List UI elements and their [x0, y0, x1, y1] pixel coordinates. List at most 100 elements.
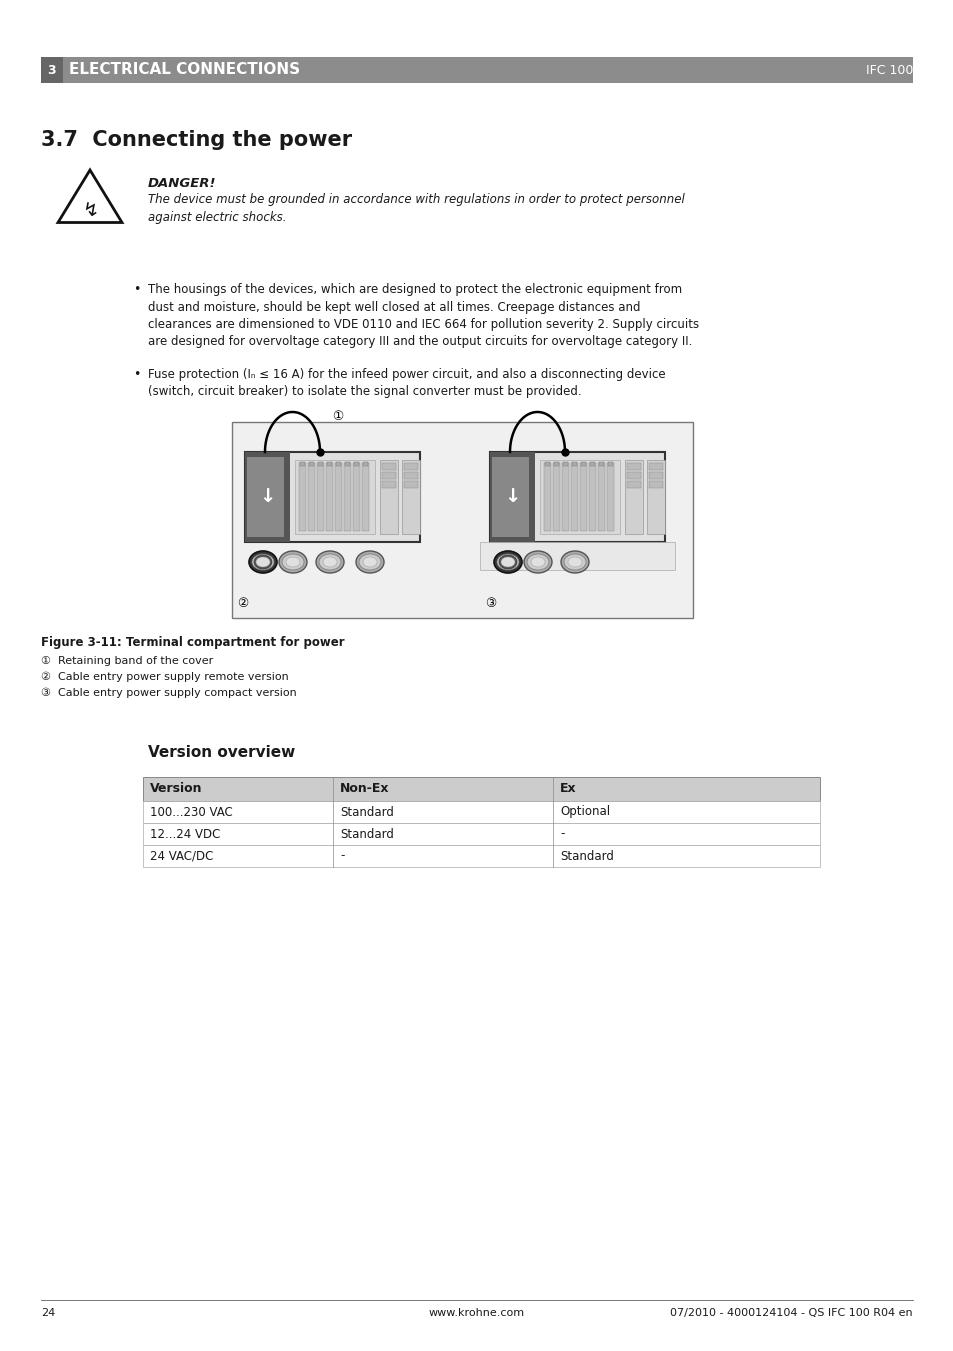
Ellipse shape — [500, 557, 515, 567]
Bar — [401, 459, 419, 534]
Ellipse shape — [282, 554, 304, 570]
Text: www.krohne.com: www.krohne.com — [429, 1308, 524, 1319]
Text: Standard: Standard — [339, 805, 394, 819]
Bar — [381, 471, 395, 480]
Bar — [588, 463, 596, 531]
Ellipse shape — [315, 551, 344, 573]
Bar — [381, 463, 395, 470]
Text: The housings of the devices, which are designed to protect the electronic equipm: The housings of the devices, which are d… — [148, 282, 699, 349]
Bar — [598, 462, 603, 466]
Bar — [245, 453, 290, 542]
Text: •: • — [132, 282, 140, 296]
Bar — [554, 462, 558, 466]
Bar — [648, 471, 662, 480]
Bar — [317, 462, 323, 466]
Bar — [298, 463, 306, 531]
Bar — [580, 462, 585, 466]
Ellipse shape — [363, 557, 376, 567]
Bar — [143, 823, 820, 844]
Text: 12...24 VDC: 12...24 VDC — [150, 828, 220, 840]
Text: ①: ① — [332, 411, 343, 423]
Bar — [363, 462, 368, 466]
Bar — [335, 463, 341, 531]
Text: ↓: ↓ — [259, 488, 275, 507]
Bar — [624, 459, 642, 534]
Bar — [309, 462, 314, 466]
Text: The device must be grounded in accordance with regulations in order to protect p: The device must be grounded in accordanc… — [148, 193, 684, 223]
Bar — [403, 471, 417, 480]
Bar — [345, 462, 350, 466]
Text: ③  Cable entry power supply compact version: ③ Cable entry power supply compact versi… — [41, 688, 296, 698]
Ellipse shape — [358, 554, 380, 570]
Ellipse shape — [523, 551, 552, 573]
Ellipse shape — [249, 551, 276, 573]
Ellipse shape — [286, 557, 299, 567]
Text: Fuse protection (Iₙ ≤ 16 A) for the infeed power circuit, and also a disconnecti: Fuse protection (Iₙ ≤ 16 A) for the infe… — [148, 367, 665, 399]
Text: ↯: ↯ — [82, 200, 98, 219]
Ellipse shape — [252, 554, 274, 570]
Bar — [553, 463, 559, 531]
Bar — [571, 463, 578, 531]
Ellipse shape — [494, 551, 521, 573]
Ellipse shape — [253, 555, 272, 569]
Bar — [143, 777, 820, 801]
Bar — [646, 459, 664, 534]
Bar — [479, 542, 675, 570]
Text: ELECTRICAL CONNECTIONS: ELECTRICAL CONNECTIONS — [69, 62, 300, 77]
Bar — [41, 57, 63, 82]
Bar — [561, 463, 568, 531]
Text: Standard: Standard — [339, 828, 394, 840]
Bar — [626, 481, 640, 488]
Text: 24 VAC/DC: 24 VAC/DC — [150, 850, 213, 862]
Ellipse shape — [249, 551, 276, 573]
Bar — [335, 462, 340, 466]
Bar — [606, 463, 614, 531]
Bar — [403, 463, 417, 470]
Text: IFC 100: IFC 100 — [864, 63, 912, 77]
Bar — [607, 462, 613, 466]
Text: ③: ③ — [484, 597, 496, 611]
Bar — [299, 462, 305, 466]
Text: ↓: ↓ — [504, 488, 520, 507]
Ellipse shape — [278, 551, 307, 573]
Bar — [245, 453, 419, 542]
Bar — [543, 463, 551, 531]
Ellipse shape — [560, 551, 588, 573]
Bar — [361, 463, 369, 531]
Ellipse shape — [563, 554, 585, 570]
Bar — [354, 462, 358, 466]
Text: 100...230 VAC: 100...230 VAC — [150, 805, 233, 819]
Bar — [626, 463, 640, 470]
Bar — [308, 463, 314, 531]
Bar — [648, 481, 662, 488]
Text: 07/2010 - 4000124104 - QS IFC 100 R04 en: 07/2010 - 4000124104 - QS IFC 100 R04 en — [670, 1308, 912, 1319]
Bar — [316, 463, 324, 531]
Bar — [344, 463, 351, 531]
Ellipse shape — [355, 551, 384, 573]
Text: Version overview: Version overview — [148, 744, 294, 761]
Ellipse shape — [498, 555, 517, 569]
Bar — [598, 463, 604, 531]
Text: 24: 24 — [41, 1308, 55, 1319]
Bar — [648, 463, 662, 470]
Ellipse shape — [526, 554, 548, 570]
Bar — [327, 462, 332, 466]
Bar — [589, 462, 595, 466]
Ellipse shape — [255, 557, 270, 567]
Ellipse shape — [323, 557, 336, 567]
Bar — [294, 459, 375, 534]
Text: Non-Ex: Non-Ex — [339, 782, 389, 796]
Text: •: • — [132, 367, 140, 381]
Ellipse shape — [318, 554, 340, 570]
Text: -: - — [339, 850, 344, 862]
Bar — [247, 457, 284, 536]
Bar — [381, 481, 395, 488]
Bar — [143, 801, 820, 823]
Text: Figure 3-11: Terminal compartment for power: Figure 3-11: Terminal compartment for po… — [41, 636, 344, 648]
Text: 3.7  Connecting the power: 3.7 Connecting the power — [41, 130, 352, 150]
Bar — [490, 453, 664, 542]
Ellipse shape — [567, 557, 581, 567]
Bar — [403, 481, 417, 488]
Bar — [232, 422, 692, 617]
Ellipse shape — [494, 551, 521, 573]
